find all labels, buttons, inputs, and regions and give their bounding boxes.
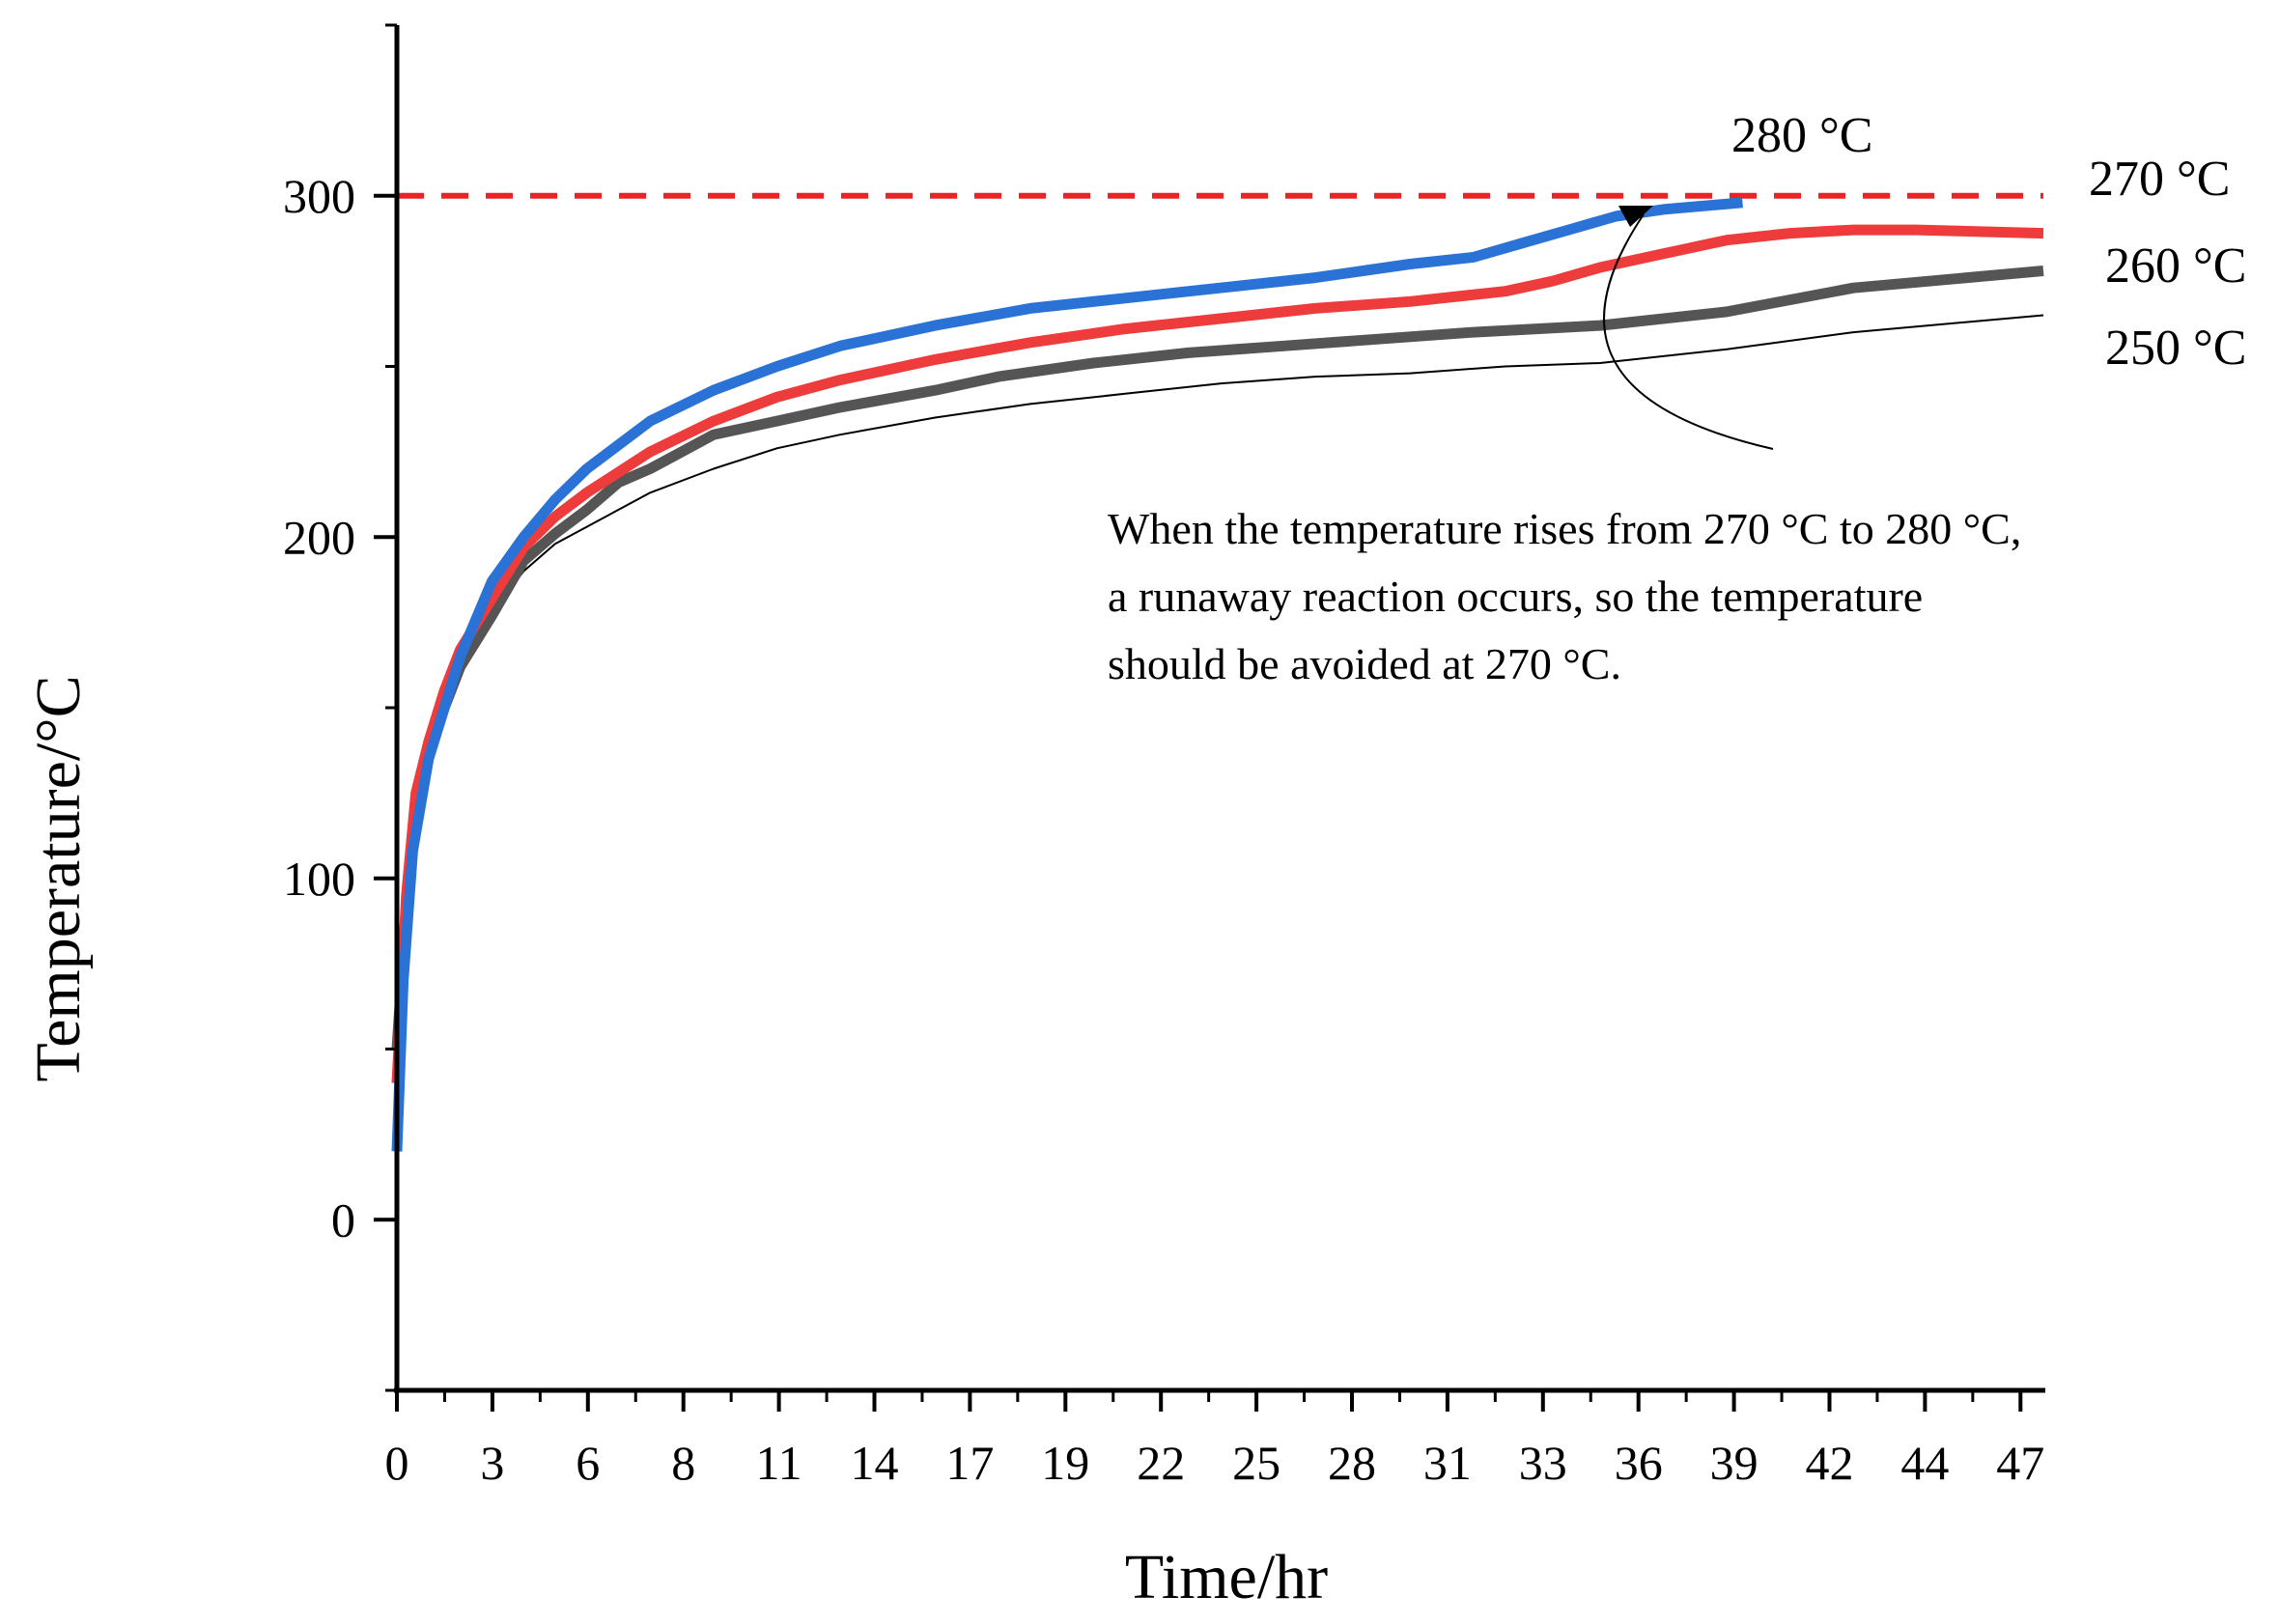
annotation-arrowhead [1618,206,1653,227]
y-axis-title: Temperature/°C [23,675,94,1081]
x-tick-label: 33 [1519,1436,1567,1490]
x-tick-label: 14 [851,1436,899,1490]
x-tick-label: 44 [1900,1436,1949,1490]
y-tick-label: 300 [283,169,355,223]
series-line-280 [391,197,1743,1152]
x-tick-label: 6 [576,1436,600,1490]
x-tick-label: 36 [1615,1436,1663,1490]
x-tick-label: 11 [756,1436,802,1490]
annotation-line-2: a runaway reaction occurs, so the temper… [1108,572,1923,621]
series-label-260: 260 °C [2105,238,2246,294]
series-label-280: 280 °C [1731,108,1872,163]
x-tick-label: 22 [1137,1436,1185,1490]
y-tick-label: 200 [283,510,355,564]
x-tick-label: 42 [1806,1436,1854,1490]
x-tick-label: 25 [1232,1436,1280,1490]
x-tick-label: 3 [480,1436,504,1490]
annotation-arrow-curve [1603,213,1774,450]
x-tick-label: 0 [385,1436,409,1490]
series-label-270: 270 °C [2089,152,2230,207]
series-layer [391,197,2044,1152]
tick-label-layer: 0 3 6 8 11 14 17 19 22 25 28 31 33 36 39 42 44 4701002003… [283,169,2044,1490]
tick-layer [374,23,2023,1412]
y-tick-label: 100 [283,852,355,906]
series-label-250: 250 °C [2105,321,2246,376]
x-axis-title: Time/hr [1125,1542,1328,1612]
annotation-line-3: should be avoided at 270 °C. [1108,639,1621,688]
x-tick-label: 28 [1328,1436,1376,1490]
x-tick-label: 47 [1996,1436,2044,1490]
x-tick-label: 8 [671,1436,695,1490]
y-tick-label: 0 [331,1192,355,1246]
x-tick-label: 19 [1041,1436,1089,1490]
x-tick-label: 31 [1423,1436,1472,1490]
x-tick-label: 39 [1710,1436,1758,1490]
annotation-line-1: When the temperature rises from 270 °C t… [1108,504,2021,553]
x-tick-label: 17 [945,1436,994,1490]
